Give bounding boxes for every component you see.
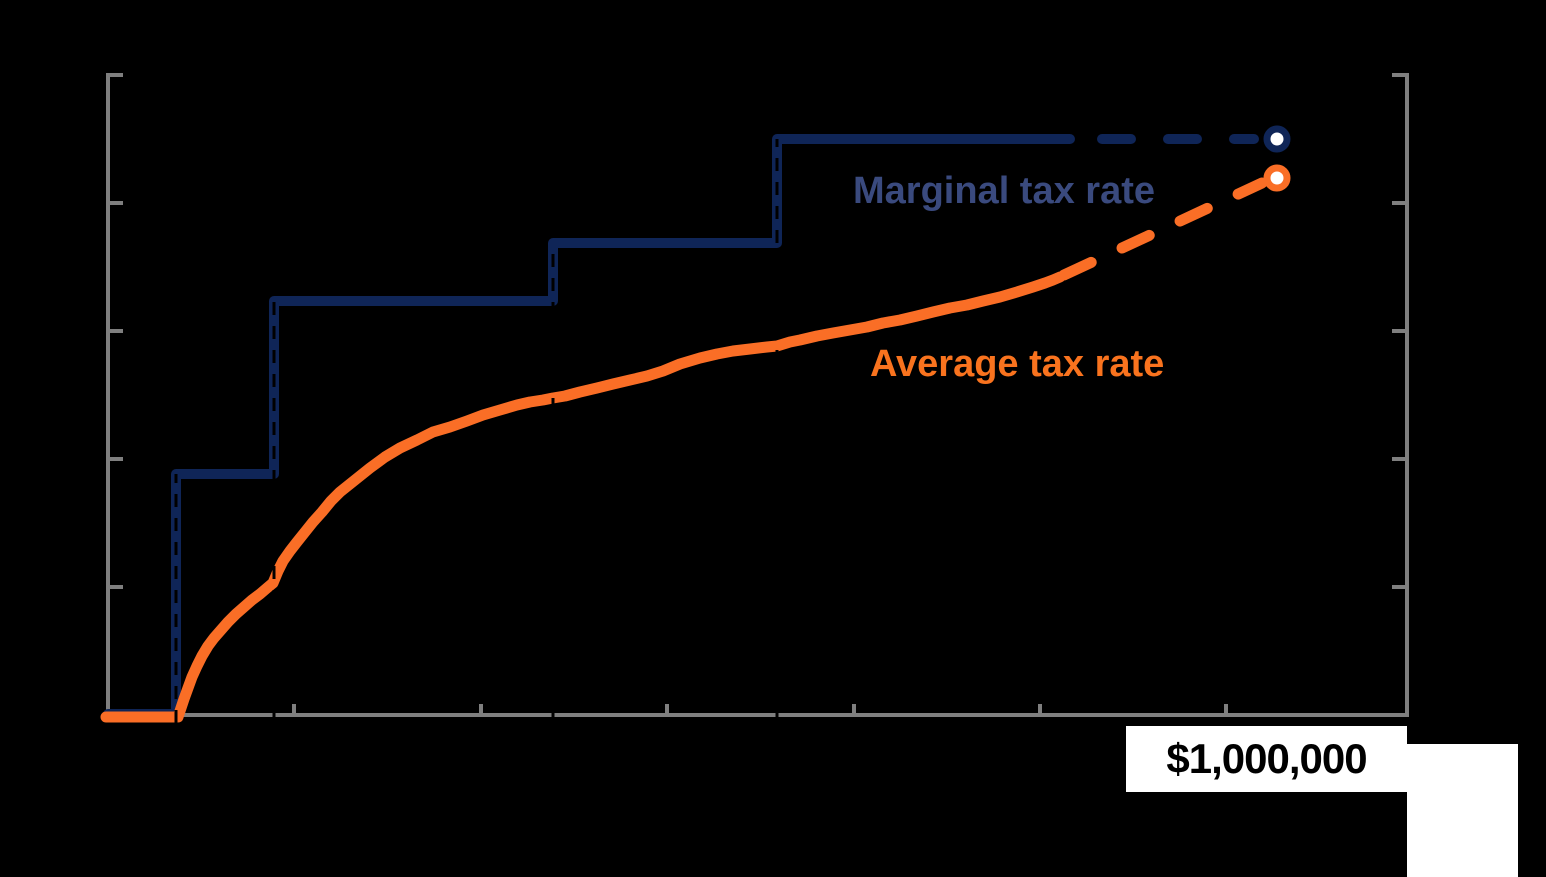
average-endpoint-marker	[1263, 164, 1291, 192]
corner-white-box	[1407, 744, 1518, 877]
y-axis-ticks-left	[108, 73, 123, 589]
income-callout-box: $1,000,000	[1126, 726, 1407, 792]
marginal-endpoint-marker	[1263, 125, 1291, 153]
bracket-threshold-dashed-lines	[174, 139, 779, 723]
marginal-rate-step-line	[103, 134, 1075, 719]
axes-frame	[106, 73, 1409, 717]
y-axis-ticks-right	[1392, 73, 1407, 589]
average-rate-dashed-extension	[1058, 177, 1268, 281]
income-callout-text: $1,000,000	[1166, 735, 1367, 782]
average-rate-curve	[100, 271, 1066, 723]
x-axis-ticks	[292, 704, 1228, 715]
